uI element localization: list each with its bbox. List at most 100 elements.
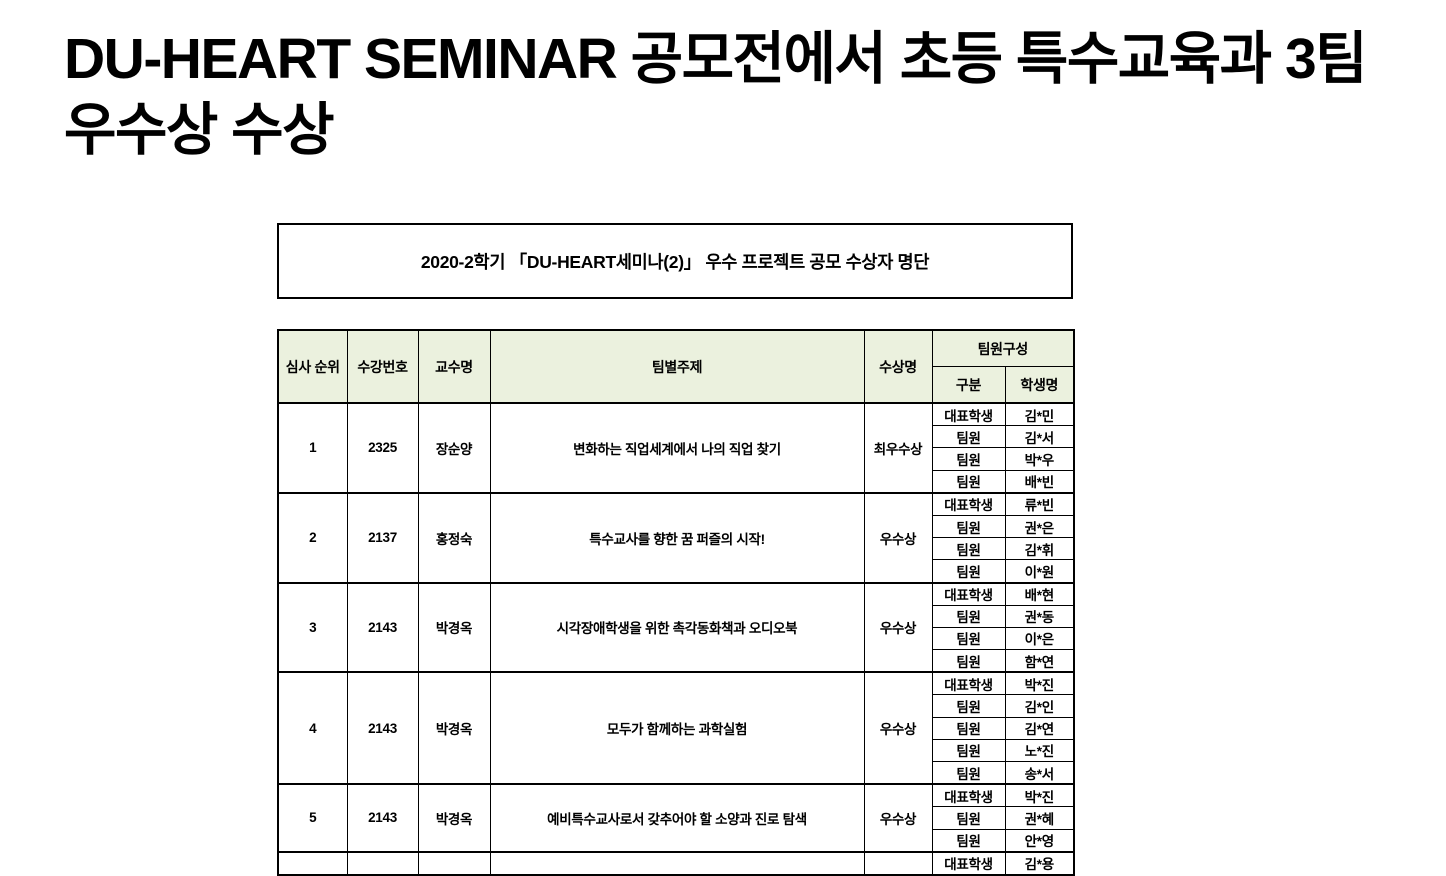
table-row: 팀원 이*원 — [278, 559, 1075, 583]
member-role-cell: 팀원 — [931, 806, 1006, 830]
page-title-line-1: DU-HEART SEMINAR 공모전에서 초등 특수교육과 3팀 — [64, 27, 1368, 91]
topic-cell: 예비특수교사로서 갖추어야 할 소양과 진로 탐색 — [489, 783, 865, 853]
rank-cell: 2 — [277, 491, 348, 583]
topic-cell: 시각장애학생을 위한 촉각동화책과 오디오북 — [489, 581, 865, 673]
member-role-cell: 대표학생 — [931, 671, 1006, 696]
member-name-cell: 함*연 — [1004, 649, 1075, 673]
member-name-cell: 권*은 — [1004, 514, 1075, 539]
col-header-student: 학생명 — [1004, 366, 1075, 404]
member-name-cell: 김*용 — [1004, 850, 1075, 876]
member-role-cell: 대표학생 — [931, 581, 1006, 606]
member-role-cell: 팀원 — [931, 626, 1006, 651]
table-row: 팀원 이*은 — [278, 626, 1075, 651]
topic-cell: 특수교사를 향한 꿈 퍼즐의 시작! — [489, 491, 865, 583]
award-cell — [863, 850, 933, 876]
table-row: 팀원 김*인 — [278, 694, 1075, 718]
award-cell: 우수상 — [863, 491, 933, 583]
table-row: 팀원 송*서 — [278, 761, 1075, 785]
table-row: 팀원 김*서 — [278, 425, 1075, 449]
awards-table-header: 심사 순위 수강번호 교수명 팀별주제 수상명 팀원구성 구분 학생명 — [277, 329, 1075, 404]
table-row: 팀원 노*진 — [278, 738, 1075, 763]
professor-cell: 홍정숙 — [417, 491, 491, 583]
member-role-cell: 팀원 — [931, 828, 1006, 853]
table-row: 팀원 박*우 — [278, 447, 1075, 471]
topic-cell: 모두가 함께하는 과학실험 — [489, 671, 865, 785]
member-name-cell: 김*서 — [1004, 425, 1075, 449]
course-no-cell: 2143 — [346, 783, 419, 853]
professor-cell: 박경옥 — [417, 581, 491, 673]
course-no-cell: 2325 — [346, 402, 419, 494]
table-row: 3 2143 박경옥 시각장애학생을 위한 촉각동화책과 오디오북 우수상 대표학생 배*현 — [277, 581, 1075, 673]
table-row: 팀원 권*혜 — [278, 806, 1075, 830]
table-row: 팀원 함*연 — [278, 649, 1075, 673]
member-name-cell: 김*연 — [1004, 716, 1075, 740]
member-role-cell: 대표학생 — [931, 402, 1006, 427]
rank-cell: 1 — [277, 402, 348, 494]
table-row: 팀원 권*동 — [278, 604, 1075, 628]
member-role-cell: 팀원 — [931, 447, 1006, 471]
rank-cell: 4 — [277, 671, 348, 785]
table-row: 팀원 배*빈 — [278, 469, 1075, 494]
award-cell: 최우수상 — [863, 402, 933, 494]
professor-cell — [417, 850, 491, 876]
award-cell: 우수상 — [863, 671, 933, 785]
member-role-cell: 대표학생 — [931, 783, 1006, 808]
course-no-cell: 2143 — [346, 581, 419, 673]
member-name-cell: 권*혜 — [1004, 806, 1075, 830]
table-row: 4 2143 박경옥 모두가 함께하는 과학실험 우수상 대표학생 박*진 — [277, 671, 1075, 785]
table-row: 팀원 김*휘 — [278, 537, 1075, 561]
table-row: 대표학생 김*용 — [277, 850, 1075, 876]
awards-table: 심사 순위 수강번호 교수명 팀별주제 수상명 팀원구성 구분 학생명 1 232… — [277, 329, 1076, 876]
rank-cell: 3 — [277, 581, 348, 673]
professor-cell: 박경옥 — [417, 783, 491, 853]
page-title-line-2: 우수상 수상 — [64, 98, 335, 162]
member-name-cell: 류*빈 — [1004, 491, 1075, 516]
member-role-cell: 팀원 — [931, 761, 1006, 785]
member-name-cell: 배*현 — [1004, 581, 1075, 606]
col-header-role: 구분 — [931, 366, 1006, 404]
table-row: 2 2137 홍정숙 특수교사를 향한 꿈 퍼즐의 시작! 우수상 대표학생 류*빈 — [277, 491, 1075, 583]
member-name-cell: 김*민 — [1004, 402, 1075, 427]
col-header-award: 수상명 — [863, 329, 933, 404]
professor-cell: 장순양 — [417, 402, 491, 494]
col-header-team: 팀원구성 — [931, 329, 1075, 367]
awards-table-body: 1 2325 장순양 변화하는 직업세계에서 나의 직업 찾기 최우수상 대표학생 김*민 팀… — [277, 402, 1075, 876]
member-role-cell: 팀원 — [931, 649, 1006, 673]
award-cell: 우수상 — [863, 581, 933, 673]
member-role-cell: 대표학생 — [931, 491, 1006, 516]
page: { "doc_title": { "lines": [ "DU-HEART SE… — [64, 24, 1414, 876]
col-header-professor: 교수명 — [417, 329, 491, 404]
member-name-cell: 이*원 — [1004, 559, 1075, 583]
col-header-rank: 심사 순위 — [277, 329, 348, 404]
member-name-cell: 박*우 — [1004, 447, 1075, 471]
member-name-cell: 권*동 — [1004, 604, 1075, 628]
table-caption-box: 2020-2학기 「DU-HEART세미나(2)」 우수 프로젝트 공모 수상자… — [277, 223, 1073, 299]
rank-cell — [277, 850, 348, 876]
rank-cell: 5 — [277, 783, 348, 853]
member-name-cell: 박*진 — [1004, 671, 1075, 696]
member-role-cell: 팀원 — [931, 514, 1006, 539]
awards-table-container: 심사 순위 수강번호 교수명 팀별주제 수상명 팀원구성 구분 학생명 1 232… — [277, 329, 1076, 876]
member-role-cell: 팀원 — [931, 425, 1006, 449]
member-role-cell: 팀원 — [931, 694, 1006, 718]
topic-cell — [489, 850, 865, 876]
page-title: DU-HEART SEMINAR 공모전에서 초등 특수교육과 3팀 우수상 수… — [64, 24, 1414, 166]
member-role-cell: 팀원 — [931, 469, 1006, 494]
member-name-cell: 김*휘 — [1004, 537, 1075, 561]
member-role-cell: 팀원 — [931, 738, 1006, 763]
award-cell: 우수상 — [863, 783, 933, 853]
col-header-course-no: 수강번호 — [346, 329, 419, 404]
member-name-cell: 배*빈 — [1004, 469, 1075, 494]
member-name-cell: 이*은 — [1004, 626, 1075, 651]
course-no-cell: 2137 — [346, 491, 419, 583]
member-role-cell: 팀원 — [931, 716, 1006, 740]
member-name-cell: 송*서 — [1004, 761, 1075, 785]
course-no-cell — [346, 850, 419, 876]
member-role-cell: 팀원 — [931, 537, 1006, 561]
col-header-topic: 팀별주제 — [489, 329, 865, 404]
member-role-cell: 대표학생 — [931, 850, 1006, 876]
member-role-cell: 팀원 — [931, 604, 1006, 628]
course-no-cell: 2143 — [346, 671, 419, 785]
professor-cell: 박경옥 — [417, 671, 491, 785]
table-row: 5 2143 박경옥 예비특수교사로서 갖추어야 할 소양과 진로 탐색 우수상 대표학생… — [277, 783, 1075, 853]
